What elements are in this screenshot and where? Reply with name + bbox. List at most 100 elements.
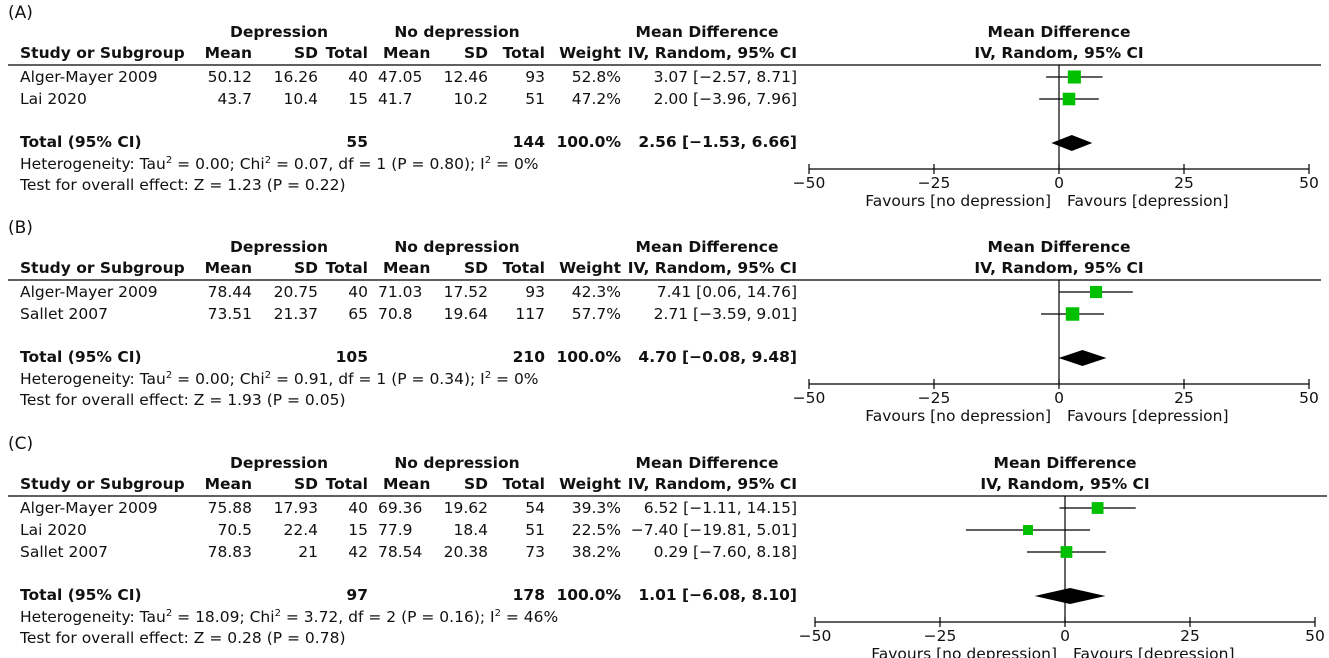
header-group-depression: Depression (229, 238, 329, 256)
heterogeneity-part: = 0% (491, 370, 539, 388)
study-weight: 38.2% (571, 543, 621, 561)
study-ci-text: −7.40 [−19.81, 5.01] (630, 521, 797, 539)
sd-depression: 22.4 (283, 521, 318, 539)
pooled-effect-diamond (1058, 350, 1107, 366)
study-weight: 39.3% (571, 499, 621, 517)
heterogeneity-part: = 0.00; Chi (172, 155, 265, 173)
plot-header-bottom: IV, Random, 95% CI (980, 475, 1150, 493)
heterogeneity-part: Heterogeneity: Tau (20, 370, 166, 388)
plot-header-bottom: IV, Random, 95% CI (974, 44, 1144, 62)
favours-left-label: Favours [no depression] (865, 407, 1051, 425)
header-sd-2: SD (463, 259, 488, 277)
x-tick-label: 50 (1305, 627, 1325, 645)
total-no-depression: 73 (525, 543, 545, 561)
header-sd-1: SD (293, 475, 318, 493)
header-weight: Weight (559, 475, 621, 493)
study-effect-square (1062, 92, 1076, 106)
total-no-depression: 54 (525, 499, 545, 517)
header-total-1: Total (325, 475, 368, 493)
header-mean-2: Mean (383, 44, 431, 62)
forest-plot-svg: −50 −25 0 25 50 Favours [no depression] Favour… (8, 495, 1327, 658)
mean-no-depression: 69.36 (378, 499, 423, 517)
x-tick-label: 0 (1054, 389, 1064, 407)
total-n-no-depression: 178 (512, 586, 545, 604)
header-effect-top: Mean Difference (635, 238, 779, 256)
header-mean-2: Mean (383, 259, 431, 277)
total-n-no-depression: 144 (512, 133, 545, 151)
mean-no-depression: 41.7 (378, 90, 413, 108)
superscript-two: 2 (165, 607, 173, 619)
header-weight: Weight (559, 259, 621, 277)
sd-no-depression: 10.2 (453, 90, 488, 108)
sd-no-depression: 18.4 (453, 521, 488, 539)
total-ci-text: 1.01 [−6.08, 8.10] (638, 586, 797, 604)
plot-header-top: Mean Difference (987, 23, 1131, 41)
heterogeneity-part: Heterogeneity: Tau (20, 608, 166, 626)
mean-depression: 70.5 (217, 521, 252, 539)
x-tick-label: −50 (799, 627, 832, 645)
total-depression: 40 (348, 499, 368, 517)
header-sd-2: SD (463, 44, 488, 62)
header-sd-1: SD (293, 44, 318, 62)
study-ci-text: 6.52 [−1.11, 14.15] (643, 499, 797, 517)
x-tick-label: 0 (1060, 627, 1070, 645)
forest-panel-b: (B) Depression No depression Mean Differenc… (0, 215, 1329, 430)
study-name: Lai 2020 (20, 521, 87, 539)
mean-no-depression: 77.9 (378, 521, 413, 539)
header-total-2: Total (502, 259, 545, 277)
header-total-2: Total (502, 44, 545, 62)
total-n-no-depression: 210 (512, 348, 545, 366)
x-tick-label: 25 (1174, 174, 1194, 192)
heterogeneity-text: Heterogeneity: Tau2 = 18.09; Chi2 = 3.72… (20, 608, 558, 626)
forest-panel-a: (A) Depression No depression Mean Differenc… (0, 0, 1329, 215)
sd-depression: 10.4 (283, 90, 318, 108)
mean-depression: 73.51 (207, 305, 252, 323)
header-group-depression: Depression (229, 454, 329, 472)
header-mean-2: Mean (383, 475, 431, 493)
header-total-2: Total (502, 475, 545, 493)
sd-depression: 21.37 (273, 305, 318, 323)
favours-right-label: Favours [depression] (1073, 645, 1235, 658)
sd-no-depression: 17.52 (443, 283, 488, 301)
header-study: Study or Subgroup (20, 44, 185, 62)
study-effect-square (1067, 70, 1081, 84)
x-tick-label: −25 (924, 627, 957, 645)
study-name: Alger-Mayer 2009 (20, 68, 158, 86)
total-weight: 100.0% (556, 348, 621, 366)
header-effect-bottom: IV, Random, 95% CI (627, 475, 797, 493)
total-ci-text: 2.56 [−1.53, 6.66] (638, 133, 797, 151)
superscript-two: 2 (484, 369, 492, 381)
heterogeneity-text: Heterogeneity: Tau2 = 0.00; Chi2 = 0.07,… (20, 155, 539, 173)
header-effect-top: Mean Difference (635, 23, 779, 41)
panel-label: (B) (8, 218, 33, 238)
study-name: Alger-Mayer 2009 (20, 283, 158, 301)
total-depression: 65 (348, 305, 368, 323)
total-depression: 42 (348, 543, 368, 561)
superscript-two: 2 (274, 607, 281, 619)
study-effect-square (1091, 502, 1104, 514)
heterogeneity-text: Heterogeneity: Tau2 = 0.00; Chi2 = 0.91,… (20, 370, 539, 388)
overall-effect-text: Test for overall effect: Z = 0.28 (P = 0… (20, 629, 346, 647)
header-sd-1: SD (293, 259, 318, 277)
x-tick-label: 25 (1180, 627, 1200, 645)
superscript-two: 2 (165, 154, 173, 166)
header-group-no-depression: No depression (394, 23, 520, 41)
x-tick-label: −50 (793, 389, 826, 407)
heterogeneity-part: = 0% (491, 155, 539, 173)
total-no-depression: 117 (515, 305, 545, 323)
header-total-1: Total (325, 44, 368, 62)
study-effect-square (1065, 307, 1080, 321)
total-n-depression: 105 (335, 348, 368, 366)
sd-no-depression: 20.38 (443, 543, 488, 561)
total-label: Total (95% CI) (20, 133, 142, 151)
mean-no-depression: 47.05 (378, 68, 423, 86)
plot-header-top: Mean Difference (993, 454, 1137, 472)
header-mean-1: Mean (204, 44, 252, 62)
favours-left-label: Favours [no depression] (865, 192, 1051, 210)
total-no-depression: 51 (525, 90, 545, 108)
study-ci-text: 7.41 [0.06, 14.76] (656, 283, 797, 301)
total-label: Total (95% CI) (20, 586, 142, 604)
total-depression: 40 (348, 68, 368, 86)
x-tick-label: 0 (1054, 174, 1064, 192)
sd-no-depression: 19.64 (443, 305, 488, 323)
